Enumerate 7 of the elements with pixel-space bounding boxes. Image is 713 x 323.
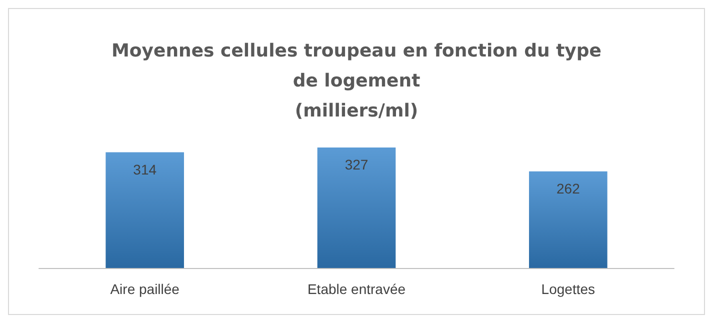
x-tick-label: Aire paillée [110,281,180,297]
data-label: 327 [344,156,368,172]
data-label: 314 [133,161,157,178]
x-tick-label: Etable entravée [307,281,406,297]
chart-title: Moyennes cellules troupeau en fonction du type de logement (milliers/ml) [112,40,602,122]
x-tick-label: Logettes [541,281,596,297]
data-label: 262 [556,180,580,196]
